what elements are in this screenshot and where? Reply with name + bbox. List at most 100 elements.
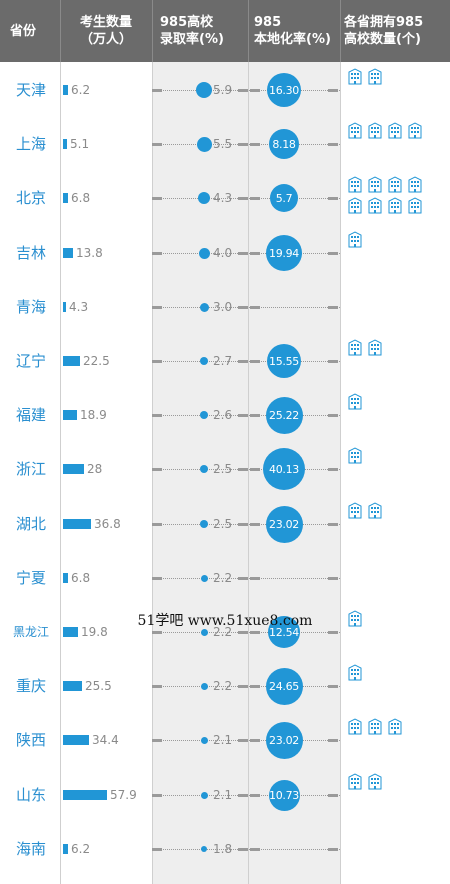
examinees-value: 57.9 (110, 788, 137, 802)
examinees-value: 34.4 (92, 733, 119, 747)
admission-rate-dot (196, 82, 212, 98)
localization-bubble: 12.54 (268, 616, 300, 648)
row-tick (250, 252, 260, 255)
row-tick (152, 143, 162, 146)
university-building-icon (348, 122, 362, 139)
row-tick (152, 523, 162, 526)
province-name: 海南 (15, 840, 46, 858)
row-tick (250, 631, 260, 634)
university-building-icon (368, 68, 382, 85)
row-tick (328, 197, 338, 200)
header-admission-line2: 录取率(%) (160, 32, 224, 47)
university-building-icon (368, 773, 382, 790)
examinees-value: 28 (87, 462, 103, 476)
examinees-bar (63, 85, 68, 95)
row-tick (152, 89, 162, 92)
localization-bubble: 10.73 (268, 779, 300, 811)
examinees-bar (63, 790, 107, 800)
university-building-icon (388, 122, 402, 139)
province-name: 陕西 (15, 731, 46, 749)
province-name: 辽宁 (15, 352, 46, 370)
examinees-bar (63, 519, 91, 529)
header-universities: 各省拥有985 高校数量(个) (344, 0, 448, 62)
examinees-value: 18.9 (80, 408, 107, 422)
row-tick (152, 794, 162, 797)
examinees-value: 4.3 (69, 300, 89, 314)
university-building-icon (348, 664, 362, 681)
province-name: 北京 (15, 189, 46, 207)
admission-rate-value: 2.1 (213, 733, 233, 747)
admission-rate-value: 4.3 (213, 191, 233, 205)
examinees-bar (63, 464, 84, 474)
row-tick (250, 306, 260, 309)
row-tick (328, 577, 338, 580)
province-name: 吉林 (15, 244, 46, 262)
university-building-icon (348, 447, 362, 464)
province-name: 重庆 (15, 677, 46, 695)
localization-bubble: 40.13 (263, 448, 305, 490)
column-divider (60, 62, 61, 884)
admission-rate-value: 3.0 (213, 300, 233, 314)
row-tick (152, 252, 162, 255)
row-tick (238, 89, 248, 92)
localization-bubble: 16.30 (267, 73, 301, 107)
examinees-value: 25.5 (85, 679, 112, 693)
localization-bubble: 23.02 (265, 505, 303, 543)
university-building-icon (348, 393, 362, 410)
row-tick (250, 197, 260, 200)
admission-rate-dot (200, 357, 208, 365)
examinees-value: 6.8 (71, 191, 91, 205)
university-building-icon (348, 176, 362, 193)
table-body: 天津 6.2 5.9 16.30 上海 5.1 5.5 8.18 北京 6.8 4.3 5.7 吉林 13… (0, 62, 450, 884)
province-name: 上海 (15, 135, 46, 153)
row-tick (152, 468, 162, 471)
row-tick (328, 360, 338, 363)
examinees-value: 6.2 (71, 842, 91, 856)
rate-columns-background (152, 62, 340, 884)
row-tick (152, 197, 162, 200)
admission-rate-value: 2.5 (213, 517, 233, 531)
header-examinees-line1: 考生数量 (79, 15, 132, 30)
header-examinees-line2: （万人） (79, 32, 132, 47)
row-tick (152, 306, 162, 309)
admission-rate-dot (200, 682, 208, 690)
header-divider (152, 0, 153, 62)
row-tick (328, 468, 338, 471)
row-tick (238, 252, 248, 255)
province-name: 青海 (15, 298, 46, 316)
admission-rate-dot (199, 302, 209, 312)
university-building-icon (388, 718, 402, 735)
row-tick (152, 577, 162, 580)
row-tick (328, 848, 338, 851)
province-name: 湖北 (15, 515, 46, 533)
examinees-bar (63, 356, 80, 366)
university-building-icon (348, 339, 362, 356)
province-name: 浙江 (15, 460, 46, 478)
row-tick (238, 468, 248, 471)
admission-rate-dot (201, 846, 207, 852)
university-building-icon (368, 197, 382, 214)
university-building-icon (368, 718, 382, 735)
row-tick (238, 685, 248, 688)
examinees-bar (63, 248, 73, 258)
university-building-icon (408, 176, 422, 193)
admission-rate-dot (198, 247, 210, 259)
row-tick (250, 360, 260, 363)
localization-bubble: 8.18 (269, 129, 299, 159)
header-localization-line2: 本地化率(%) (254, 32, 331, 47)
university-building-icon (348, 610, 362, 627)
row-tick (328, 523, 338, 526)
row-tick (238, 414, 248, 417)
header-universities-line1: 各省拥有985 (344, 15, 424, 30)
admission-rate-value: 5.5 (213, 137, 233, 151)
header-province: 省份 (10, 0, 56, 62)
university-building-icon (348, 773, 362, 790)
row-tick (238, 197, 248, 200)
row-tick (328, 143, 338, 146)
examinees-value: 36.8 (94, 517, 121, 531)
admission-rate-dot (200, 628, 208, 636)
admission-rate-dot (200, 411, 208, 419)
university-building-icon (368, 502, 382, 519)
examinees-value: 6.2 (71, 83, 91, 97)
admission-rate-dot (200, 520, 208, 528)
